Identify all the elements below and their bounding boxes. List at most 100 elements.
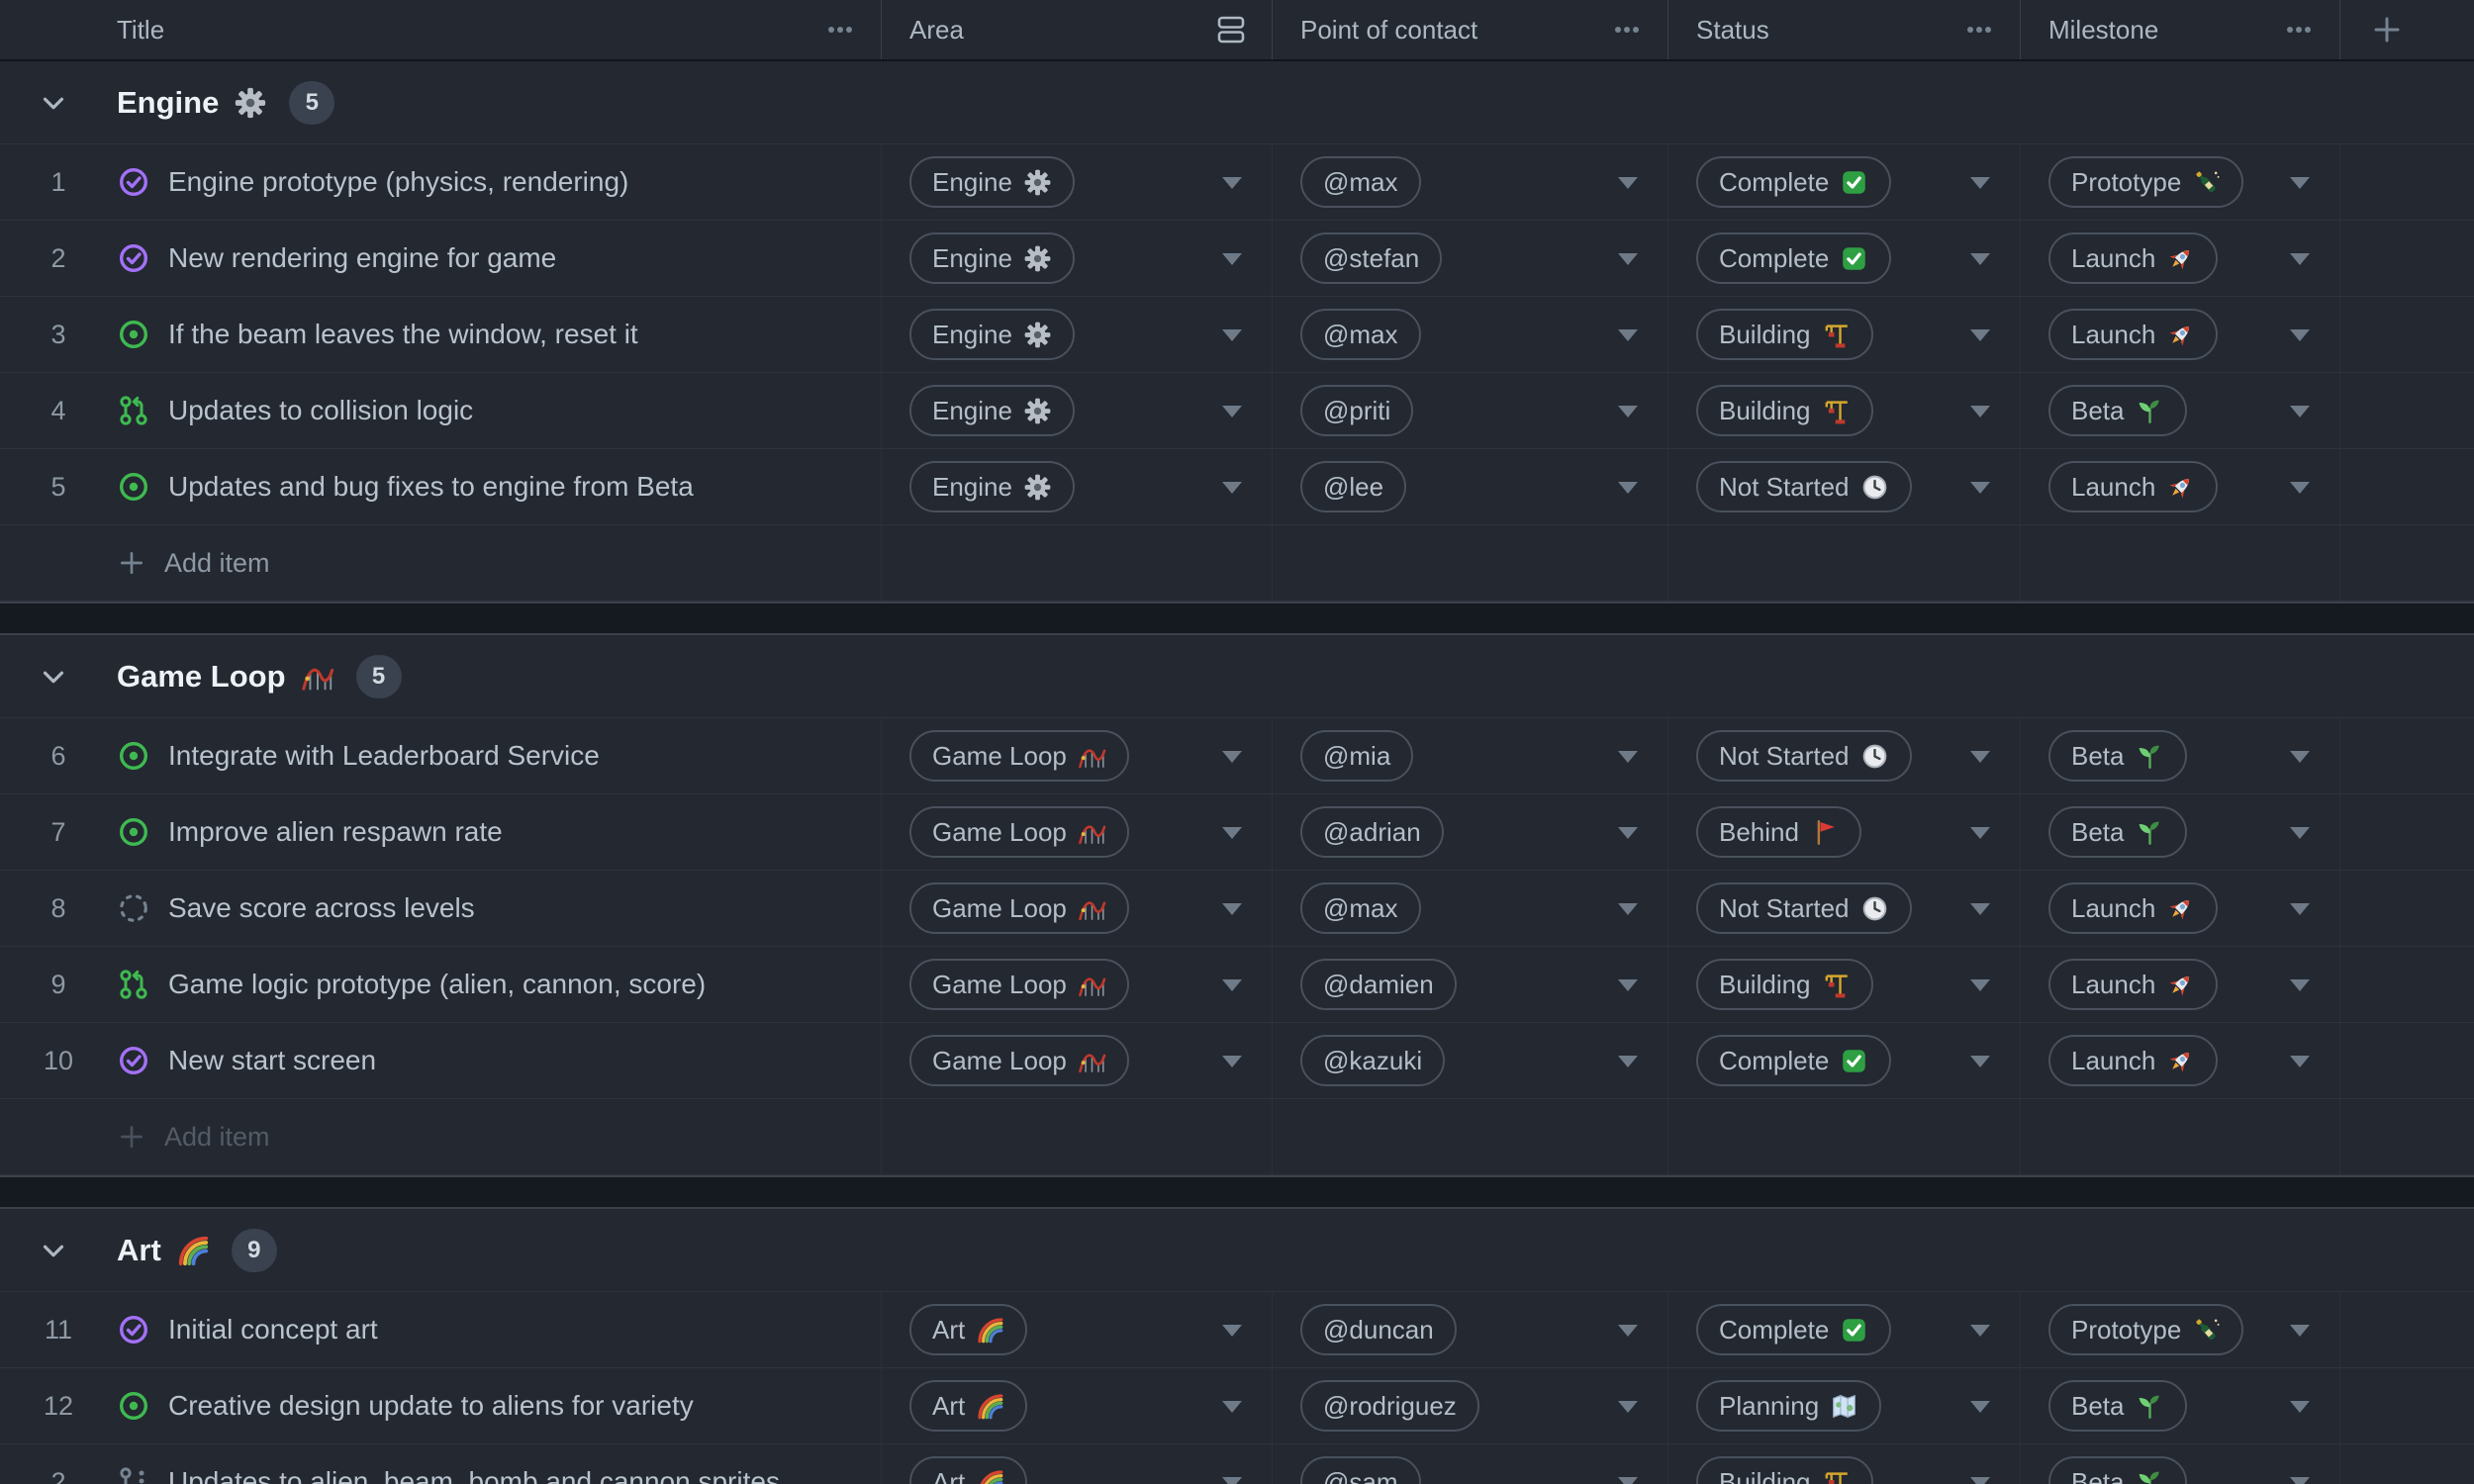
milestone-pill[interactable]: Launch [2048, 461, 2219, 512]
caret-down-icon[interactable] [1222, 1401, 1242, 1413]
area-pill[interactable]: Game Loop [909, 882, 1129, 934]
milestone-cell[interactable]: Launch [2020, 871, 2339, 946]
point-of-contact-cell[interactable]: @kazuki [1272, 1023, 1667, 1098]
contact-pill[interactable]: @mia [1300, 730, 1414, 782]
table-row[interactable]: 5 Updates and bug fixes to engine from B… [0, 449, 2474, 525]
contact-pill[interactable]: @adrian [1300, 806, 1444, 858]
milestone-pill[interactable]: Launch [2048, 882, 2219, 934]
point-of-contact-cell[interactable]: @duncan [1272, 1292, 1667, 1367]
status-cell[interactable]: Building [1667, 297, 2020, 372]
status-pill[interactable]: Complete [1696, 232, 1892, 284]
status-cell[interactable]: Complete [1667, 144, 2020, 220]
caret-down-icon[interactable] [2290, 979, 2310, 991]
milestone-cell[interactable]: Beta [2020, 1444, 2339, 1484]
caret-down-icon[interactable] [1618, 1477, 1638, 1484]
caret-down-icon[interactable] [1222, 1325, 1242, 1337]
point-of-contact-cell[interactable]: @max [1272, 144, 1667, 220]
area-cell[interactable]: Engine [881, 373, 1272, 448]
status-pill[interactable]: Not Started [1696, 461, 1912, 512]
caret-down-icon[interactable] [1222, 979, 1242, 991]
milestone-cell[interactable]: Beta [2020, 1368, 2339, 1443]
caret-down-icon[interactable] [2290, 329, 2310, 341]
caret-down-icon[interactable] [1222, 751, 1242, 763]
point-of-contact-cell[interactable]: @adrian [1272, 794, 1667, 870]
title-cell[interactable]: 7 Improve alien respawn rate [0, 794, 881, 870]
status-cell[interactable]: Behind [1667, 794, 2020, 870]
chevron-down-icon[interactable] [38, 661, 69, 693]
title-cell[interactable]: 11 Initial concept art [0, 1292, 881, 1367]
milestone-pill[interactable]: Beta [2048, 1456, 2187, 1484]
area-pill[interactable]: Game Loop [909, 806, 1129, 858]
caret-down-icon[interactable] [1222, 406, 1242, 417]
area-pill[interactable]: Game Loop [909, 1035, 1129, 1086]
caret-down-icon[interactable] [1970, 253, 1990, 265]
table-row[interactable]: 9 Game logic prototype (alien, cannon, s… [0, 947, 2474, 1023]
title-cell[interactable]: 12 Creative design update to aliens for … [0, 1368, 881, 1443]
caret-down-icon[interactable] [1222, 827, 1242, 839]
area-cell[interactable]: Engine [881, 297, 1272, 372]
area-pill[interactable]: Art [909, 1304, 1028, 1355]
milestone-pill[interactable]: Launch [2048, 309, 2219, 360]
contact-pill[interactable]: @max [1300, 156, 1421, 208]
contact-pill[interactable]: @priti [1300, 385, 1414, 436]
caret-down-icon[interactable] [1618, 482, 1638, 494]
ellipsis-icon[interactable] [2282, 13, 2316, 46]
contact-pill[interactable]: @duncan [1300, 1304, 1457, 1355]
caret-down-icon[interactable] [2290, 1477, 2310, 1484]
rows-icon[interactable] [1214, 13, 1248, 46]
area-cell[interactable]: Game Loop [881, 794, 1272, 870]
status-pill[interactable]: Complete [1696, 1035, 1892, 1086]
caret-down-icon[interactable] [1618, 253, 1638, 265]
title-cell[interactable]: 5 Updates and bug fixes to engine from B… [0, 449, 881, 524]
milestone-cell[interactable]: Launch [2020, 449, 2339, 524]
caret-down-icon[interactable] [1618, 1056, 1638, 1067]
area-cell[interactable]: Engine [881, 221, 1272, 296]
milestone-cell[interactable]: Prototype [2020, 144, 2339, 220]
area-pill[interactable]: Art [909, 1380, 1028, 1432]
status-cell[interactable]: Not Started [1667, 871, 2020, 946]
milestone-cell[interactable]: Prototype [2020, 1292, 2339, 1367]
item-title[interactable]: Save score across levels [168, 892, 475, 923]
status-cell[interactable]: Complete [1667, 1292, 2020, 1367]
table-row[interactable]: 12 Creative design update to aliens for … [0, 1368, 2474, 1444]
add-column-button[interactable] [2339, 0, 2474, 59]
table-row[interactable]: 3 If the beam leaves the window, reset i… [0, 297, 2474, 373]
caret-down-icon[interactable] [2290, 827, 2310, 839]
title-cell[interactable]: 1 Engine prototype (physics, rendering) [0, 144, 881, 220]
table-row[interactable]: 2 New rendering engine for game Engine @… [0, 221, 2474, 297]
area-cell[interactable]: Game Loop [881, 871, 1272, 946]
caret-down-icon[interactable] [1618, 903, 1638, 915]
point-of-contact-cell[interactable]: @rodriguez [1272, 1368, 1667, 1443]
caret-down-icon[interactable] [1970, 1477, 1990, 1484]
milestone-pill[interactable]: Launch [2048, 1035, 2219, 1086]
title-cell[interactable]: 4 Updates to collision logic [0, 373, 881, 448]
status-cell[interactable]: Building [1667, 947, 2020, 1022]
table-row[interactable]: 7 Improve alien respawn rate Game Loop @… [0, 794, 2474, 871]
add-item-cell[interactable]: Add item [0, 1099, 881, 1174]
area-pill[interactable]: Game Loop [909, 730, 1129, 782]
area-cell[interactable]: Engine [881, 144, 1272, 220]
milestone-cell[interactable]: Beta [2020, 794, 2339, 870]
title-cell[interactable]: 10 New start screen [0, 1023, 881, 1098]
milestone-pill[interactable]: Beta [2048, 730, 2187, 782]
item-title[interactable]: Engine prototype (physics, rendering) [168, 166, 629, 197]
contact-pill[interactable]: @stefan [1300, 232, 1443, 284]
caret-down-icon[interactable] [1970, 329, 1990, 341]
table-row[interactable]: 2 Updates to alien, beam, bomb and canno… [0, 1444, 2474, 1484]
caret-down-icon[interactable] [1618, 1401, 1638, 1413]
area-pill[interactable]: Art [909, 1456, 1028, 1484]
status-pill[interactable]: Complete [1696, 156, 1892, 208]
table-row[interactable]: 11 Initial concept art Art @duncan Compl… [0, 1292, 2474, 1368]
chevron-down-icon[interactable] [38, 87, 69, 119]
status-cell[interactable]: Building [1667, 373, 2020, 448]
contact-pill[interactable]: @damien [1300, 959, 1457, 1010]
area-pill[interactable]: Engine [909, 309, 1075, 360]
column-header-area[interactable]: Area [881, 0, 1272, 59]
contact-pill[interactable]: @max [1300, 309, 1421, 360]
caret-down-icon[interactable] [1618, 1325, 1638, 1337]
area-cell[interactable]: Art [881, 1368, 1272, 1443]
caret-down-icon[interactable] [2290, 177, 2310, 189]
item-title[interactable]: Improve alien respawn rate [168, 816, 503, 847]
ellipsis-icon[interactable] [1962, 13, 1996, 46]
milestone-pill[interactable]: Beta [2048, 806, 2187, 858]
